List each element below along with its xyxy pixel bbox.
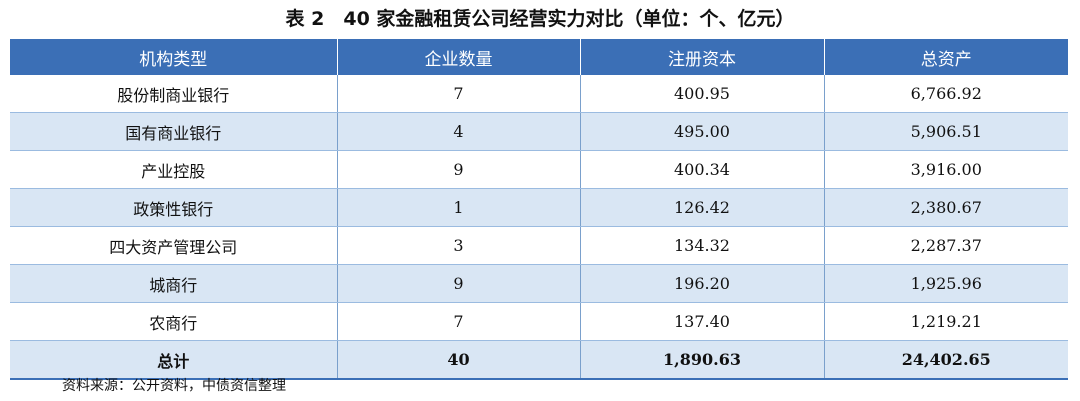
column-header-total-assets: 总资产 (823, 39, 1068, 75)
cell-institution-type: 政策性银行 (10, 188, 337, 227)
cell-total-label: 总计 (10, 340, 337, 380)
cell-company-count: 7 (336, 75, 580, 113)
cell-registered-capital: 196.20 (579, 264, 824, 303)
cell-institution-type: 产业控股 (10, 150, 337, 189)
cell-institution-type: 国有商业银行 (10, 112, 337, 151)
cell-total-assets-sum: 24,402.65 (823, 340, 1068, 380)
table-row: 城商行 9 196.20 1,925.96 (10, 264, 1068, 303)
cell-company-count: 3 (336, 226, 580, 265)
cell-company-count: 7 (336, 302, 580, 341)
cell-total-assets: 2,380.67 (823, 188, 1068, 227)
cell-registered-capital: 126.42 (579, 188, 824, 227)
cell-registered-capital: 400.95 (579, 75, 824, 113)
table-row: 股份制商业银行 7 400.95 6,766.92 (10, 75, 1068, 113)
table-title: 表 2 40 家金融租赁公司经营实力对比（单位：个、亿元） (285, 8, 795, 30)
cell-total-assets: 3,916.00 (823, 150, 1068, 189)
cell-registered-capital: 400.34 (579, 150, 824, 189)
cell-total-assets: 1,219.21 (823, 302, 1068, 341)
table-row: 国有商业银行 4 495.00 5,906.51 (10, 112, 1068, 151)
column-header-company-count: 企业数量 (336, 39, 580, 75)
cell-institution-type: 城商行 (10, 264, 337, 303)
column-header-registered-capital: 注册资本 (579, 39, 824, 75)
cell-company-count: 9 (336, 150, 580, 189)
comparison-table-container: 机构类型 企业数量 注册资本 总资产 股份制商业银行 7 400.95 6,76… (10, 39, 1068, 380)
cell-total-assets: 5,906.51 (823, 112, 1068, 151)
cell-company-count: 4 (336, 112, 580, 151)
table-row: 农商行 7 137.40 1,219.21 (10, 302, 1068, 341)
table-row: 四大资产管理公司 3 134.32 2,287.37 (10, 226, 1068, 265)
cell-company-count: 9 (336, 264, 580, 303)
column-header-institution-type: 机构类型 (10, 39, 337, 75)
cell-total-assets: 2,287.37 (823, 226, 1068, 265)
source-note: 资料来源：公开资料，中债资信整理 (62, 378, 286, 394)
cell-total-registered-capital: 1,890.63 (579, 340, 824, 380)
table-total-row: 总计 40 1,890.63 24,402.65 (10, 340, 1068, 380)
cell-institution-type: 四大资产管理公司 (10, 226, 337, 265)
cell-total-company-count: 40 (336, 340, 580, 380)
cell-registered-capital: 134.32 (579, 226, 824, 265)
table-row: 产业控股 9 400.34 3,916.00 (10, 150, 1068, 189)
table-header-row: 机构类型 企业数量 注册资本 总资产 (10, 39, 1068, 75)
comparison-table: 机构类型 企业数量 注册资本 总资产 股份制商业银行 7 400.95 6,76… (10, 39, 1068, 380)
cell-institution-type: 农商行 (10, 302, 337, 341)
cell-registered-capital: 137.40 (579, 302, 824, 341)
cell-total-assets: 1,925.96 (823, 264, 1068, 303)
table-row: 政策性银行 1 126.42 2,380.67 (10, 188, 1068, 227)
cell-institution-type: 股份制商业银行 (10, 75, 337, 113)
cell-total-assets: 6,766.92 (823, 75, 1068, 113)
cell-company-count: 1 (336, 188, 580, 227)
cell-registered-capital: 495.00 (579, 112, 824, 151)
